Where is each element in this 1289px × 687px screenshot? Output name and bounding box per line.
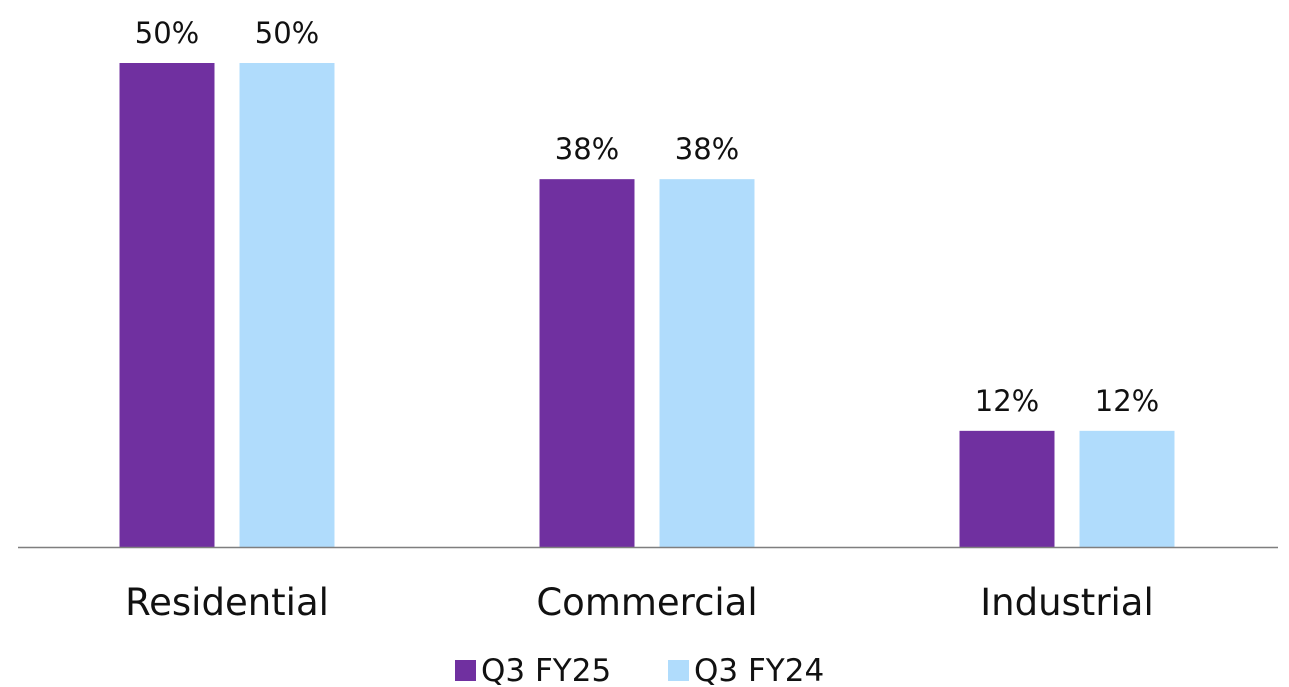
bar-residential-q3-fy25 (119, 63, 215, 547)
bar-industrial-q3-fy24 (1079, 430, 1175, 547)
value-label-industrial-q3-fy25: 12% (975, 384, 1039, 418)
legend-label-q3-fy24: Q3 FY24 (694, 653, 824, 687)
bar-commercial-q3-fy25 (539, 179, 635, 547)
bar-industrial-q3-fy25 (959, 430, 1055, 547)
value-label-residential-q3-fy24: 50% (255, 16, 319, 50)
legend-label-q3-fy25: Q3 FY25 (481, 653, 611, 687)
legend-swatch-q3-fy25 (455, 660, 476, 681)
category-label-residential: Residential (125, 581, 329, 624)
legend: Q3 FY25 Q3 FY24 (455, 653, 824, 687)
category-labels-layer: Residential Commercial Industrial (125, 581, 1154, 624)
bars-layer (119, 63, 1175, 547)
category-label-commercial: Commercial (536, 581, 757, 624)
legend-swatch-q3-fy24 (668, 660, 689, 681)
value-labels-layer: 50% 50% 38% 38% 12% 12% (135, 16, 1159, 418)
bar-commercial-q3-fy24 (659, 179, 755, 547)
value-label-commercial-q3-fy24: 38% (675, 132, 739, 166)
value-label-residential-q3-fy25: 50% (135, 16, 199, 50)
bar-residential-q3-fy24 (239, 63, 335, 547)
category-label-industrial: Industrial (980, 581, 1154, 624)
value-label-industrial-q3-fy24: 12% (1095, 384, 1159, 418)
value-label-commercial-q3-fy25: 38% (555, 132, 619, 166)
